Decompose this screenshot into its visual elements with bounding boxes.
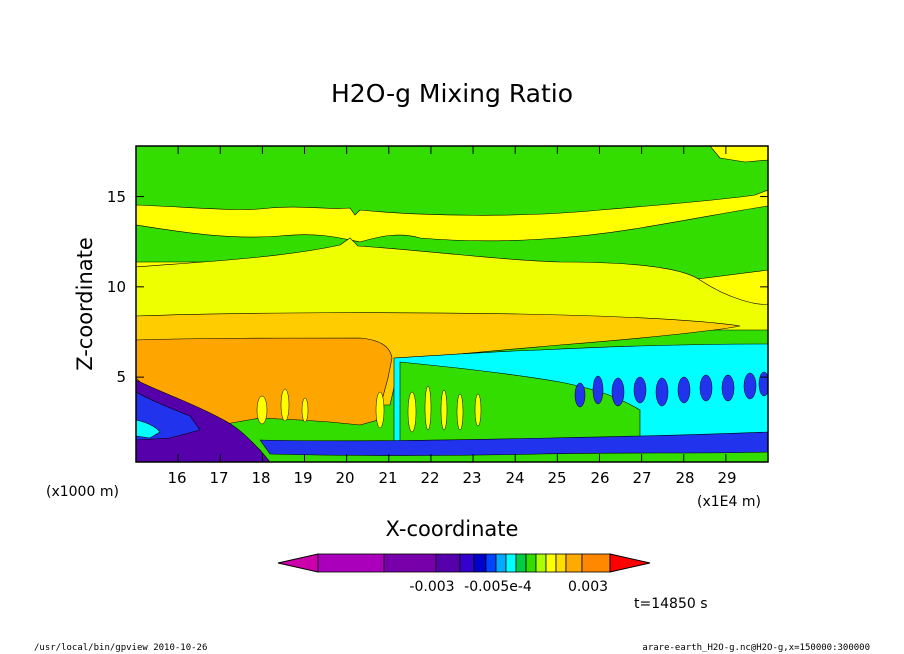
time-label: t=14850 s xyxy=(634,596,708,612)
x-tick-label: 28 xyxy=(675,469,694,487)
x-tick-label: 27 xyxy=(632,469,651,487)
colorbar-segment xyxy=(485,553,497,573)
y-tick-labels: 5 10 15 xyxy=(107,188,126,386)
x-tick-label: 26 xyxy=(590,469,609,487)
colorbar-segment xyxy=(495,553,507,573)
region-cyan-left xyxy=(136,419,161,439)
x-tick-label: 18 xyxy=(251,469,270,487)
colorbar-segment xyxy=(317,553,385,573)
x-tick-label: 19 xyxy=(293,469,312,487)
y-tick-label: 15 xyxy=(107,188,126,206)
footer-left: /usr/local/bin/gpview 2010-10-26 xyxy=(34,643,207,653)
colorbar-segment xyxy=(525,553,537,573)
colorbar-segment xyxy=(545,553,557,573)
x-tick-label: 24 xyxy=(505,469,524,487)
x-tick-label: 17 xyxy=(209,469,228,487)
x-tick-label: 21 xyxy=(378,469,397,487)
region-blue-purple xyxy=(136,379,271,462)
colorbar-label: 0.003 xyxy=(568,579,608,595)
colorbar-segment xyxy=(383,553,437,573)
y-tick-label: 5 xyxy=(116,368,126,386)
region-bright-yellow xyxy=(136,237,768,331)
chart-title: H2O-g Mixing Ratio xyxy=(331,79,573,108)
y-axis-label: Z-coordinate xyxy=(73,237,97,371)
colorbar-segment xyxy=(555,553,567,573)
colorbar-segment xyxy=(565,553,583,573)
y-tick-marks xyxy=(136,196,768,378)
colorbar-segment xyxy=(459,553,475,573)
colorbar: -0.003 -0.005e-4 0.003 xyxy=(277,553,651,595)
colorbar-label: -0.003 xyxy=(409,579,454,595)
colorbar-segment xyxy=(581,553,611,573)
x-tick-label: 23 xyxy=(462,469,481,487)
region-blue-bottom xyxy=(259,431,768,456)
plot-frame xyxy=(135,145,769,463)
region-top-right-yellow xyxy=(709,146,768,163)
x-axis-label: X-coordinate xyxy=(386,517,519,541)
colorbar-arrow-right xyxy=(609,553,651,573)
x-units-right: (x1E4 m) xyxy=(697,494,761,510)
x-units-left: (x1000 m) xyxy=(46,484,119,500)
colorbar-segment xyxy=(435,553,461,573)
x-tick-labels: 16 17 18 19 20 21 22 23 24 25 26 27 28 2… xyxy=(167,469,736,487)
plot-area xyxy=(135,145,769,463)
y-tick-label: 10 xyxy=(107,278,126,296)
colorbar-segment xyxy=(505,553,517,573)
colorbar-segment xyxy=(473,553,487,573)
colorbar-arrow-left xyxy=(277,553,319,573)
colorbar-label: -0.005e-4 xyxy=(464,579,532,595)
x-tick-marks xyxy=(177,146,727,462)
region-orange xyxy=(136,337,393,426)
footer-right: arare-earth_H2O-g.nc@H2O-g,x=150000:3000… xyxy=(642,643,870,653)
blue-cells xyxy=(574,371,768,408)
streaks xyxy=(256,385,482,433)
x-tick-label: 29 xyxy=(717,469,736,487)
colorbar-segment xyxy=(535,553,547,573)
x-tick-label: 25 xyxy=(547,469,566,487)
x-tick-label: 20 xyxy=(335,469,354,487)
x-tick-label: 16 xyxy=(167,469,186,487)
colorbar-segment xyxy=(515,553,527,573)
x-tick-label: 22 xyxy=(420,469,439,487)
